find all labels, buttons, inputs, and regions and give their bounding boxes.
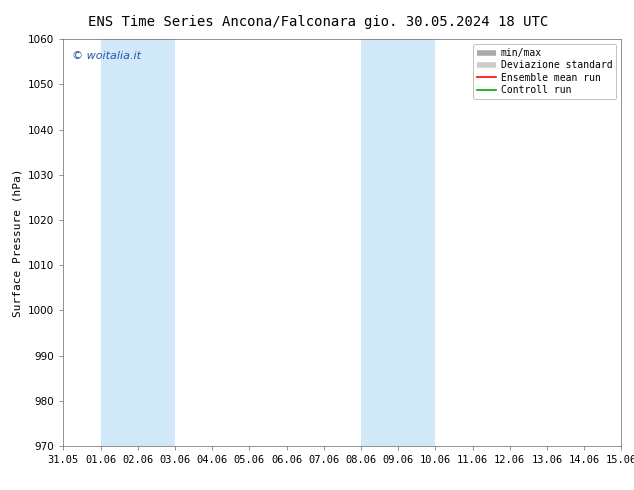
Text: gio. 30.05.2024 18 UTC: gio. 30.05.2024 18 UTC [365, 15, 548, 29]
Legend: min/max, Deviazione standard, Ensemble mean run, Controll run: min/max, Deviazione standard, Ensemble m… [473, 44, 616, 99]
Bar [361, 39, 436, 446]
Bar [101, 39, 175, 446]
Text: ENS Time Series Ancona/Falconara: ENS Time Series Ancona/Falconara [88, 15, 356, 29]
Text: © woitalia.it: © woitalia.it [72, 51, 141, 61]
Y-axis label: Surface Pressure (hPa): Surface Pressure (hPa) [13, 168, 23, 317]
Bar [621, 39, 634, 446]
